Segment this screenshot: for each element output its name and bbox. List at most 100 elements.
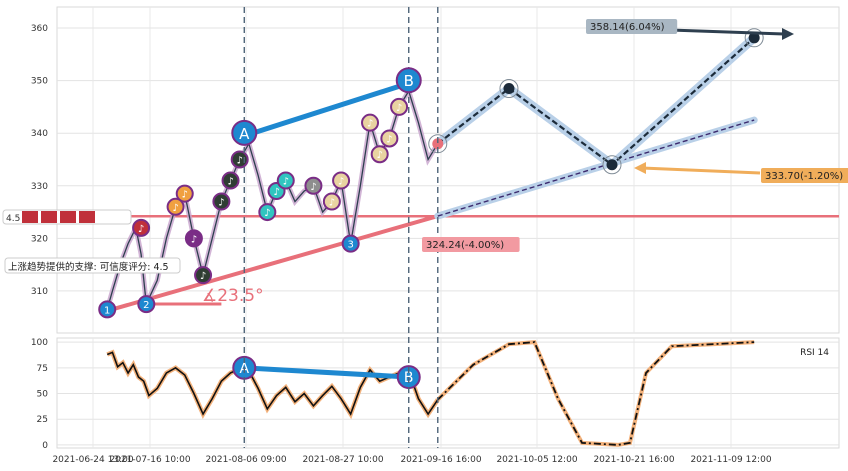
swing-marker-glyph: ♪	[191, 234, 197, 245]
swing-marker-glyph: ♪	[367, 119, 373, 130]
price-tick-label: 310	[31, 287, 48, 297]
rsi-legend: RSI 14	[800, 348, 829, 358]
rsi-tick-label: 25	[37, 415, 48, 425]
price-tick-label: 320	[31, 234, 48, 244]
target-mid-box	[761, 168, 848, 183]
target-low-label: 324.24(-4.00%)	[426, 240, 504, 251]
target-low-box	[422, 237, 520, 252]
support-rating-star	[41, 211, 57, 223]
swing-marker-glyph: ♪	[172, 203, 178, 214]
rsi-projection-line	[437, 341, 755, 446]
x-tick-label: 2021-10-21 16:00	[593, 455, 674, 465]
swing-marker-glyph: ♪	[200, 271, 206, 282]
target-up-arrow	[669, 28, 785, 36]
x-tick-label: 2021-09-16 16:00	[400, 455, 481, 465]
support-rating-star	[60, 211, 76, 223]
swing-marker-glyph: ♪	[264, 208, 270, 219]
swing-marker-glyph: ♪	[396, 103, 402, 114]
swing-number-marker	[341, 234, 360, 253]
support-rating-value: 4.5	[6, 214, 20, 224]
swing-marker-glyph: ♪	[386, 134, 392, 145]
swing-number-label: 2	[143, 300, 149, 311]
swing-marker	[332, 171, 351, 190]
price-ab-line	[243, 80, 410, 139]
swing-marker-glyph: ♪	[329, 198, 335, 209]
price-wave-marker	[231, 119, 258, 146]
target-up-box	[586, 19, 678, 34]
swing-marker-glyph: ♪	[310, 182, 316, 193]
swing-marker	[184, 229, 203, 248]
trend-line	[111, 214, 439, 312]
swing-marker-glyph: ♪	[227, 177, 233, 188]
x-tick-label: 2021-07-16 10:00	[109, 455, 190, 465]
swing-number-label: 3	[347, 240, 353, 251]
x-tick-label: 2021-08-06 09:00	[205, 455, 286, 465]
support-rating-star	[79, 211, 95, 223]
price-tick-label: 330	[31, 182, 48, 192]
price-wave-marker	[395, 67, 422, 94]
swing-marker	[390, 97, 409, 116]
price-wave-label: A	[239, 125, 250, 143]
swing-marker-glyph: ♪	[218, 198, 224, 209]
x-tick-label: 2021-06-24 13:00	[52, 455, 133, 465]
support-text: 上涨趋势提供的支撑: 可信度评分: 4.5	[8, 261, 169, 273]
projection-line	[437, 36, 755, 167]
grid-lines	[57, 7, 839, 448]
swing-marker-glyph: ♪	[182, 190, 188, 201]
rsi-tick-label: 50	[37, 390, 49, 400]
price-tick-label: 340	[31, 129, 48, 139]
swing-marker	[276, 171, 295, 190]
projection-node	[606, 159, 618, 171]
swing-marker	[380, 129, 399, 148]
swing-marker	[212, 192, 231, 211]
projection-node-ring	[744, 28, 764, 48]
swing-marker-glyph: ♪	[237, 155, 243, 166]
projection-node	[748, 32, 760, 44]
price-layer: ♪♪♪♪♪♪♪♪♪ ♪♪♪♪♪♪♪♪♪1 23	[57, 28, 839, 319]
x-tick-label: 2021-11-09 12:00	[690, 455, 771, 465]
projection-node-ring	[602, 155, 622, 175]
x-tick-label: 2021-08-27 10:00	[302, 455, 383, 465]
target-up-arrowhead	[782, 28, 794, 40]
rsi-ab-line	[244, 365, 409, 380]
price-tick-label: 350	[31, 77, 48, 87]
target-mid-arrowhead	[634, 162, 646, 174]
angle-label: ∡23.5°	[202, 286, 264, 306]
support-text-box	[4, 257, 181, 274]
swing-marker-glyph: ♪	[138, 224, 144, 235]
rsi-tick-label: 0	[42, 441, 48, 451]
swing-marker	[221, 171, 240, 190]
price-tick-label: 360	[31, 24, 48, 34]
swing-marker-glyph: ♪	[283, 177, 289, 188]
support-rating-star	[22, 211, 38, 223]
annotation-layer: ∡23.5° A B 358.14(6.04%) 333.70(-1.20%) 324.2…	[2, 7, 848, 448]
swing-marker-glyph: ♪	[273, 187, 279, 198]
swing-marker	[175, 184, 194, 203]
swing-marker	[361, 113, 380, 132]
price-wave-label: B	[404, 72, 414, 90]
swing-marker	[304, 176, 323, 195]
swing-number-label: 1	[104, 305, 110, 316]
swing-marker	[132, 218, 151, 237]
swing-number-marker	[137, 295, 156, 314]
projection-node	[503, 83, 515, 94]
swing-number-marker	[98, 300, 117, 319]
projection-node	[432, 138, 444, 150]
swing-marker	[258, 203, 277, 222]
projection-node-ring	[499, 79, 519, 98]
x-tick-label: 2021-10-05 12:00	[496, 455, 577, 465]
trend-projection-line	[437, 119, 755, 217]
swing-marker	[370, 145, 389, 164]
target-mid-arrow	[641, 166, 761, 175]
swing-marker	[194, 266, 213, 285]
rsi-tick-label: 75	[37, 364, 48, 374]
swing-marker-glyph: ♪	[377, 150, 383, 161]
target-mid-label: 333.70(-1.20%)	[765, 171, 843, 182]
swing-marker	[166, 197, 185, 216]
target-up-label: 358.14(6.04%)	[590, 22, 665, 33]
swing-marker-glyph: ♪	[338, 177, 344, 188]
rsi-tick-label: 100	[31, 338, 48, 348]
swing-marker	[230, 150, 249, 169]
swing-marker	[322, 192, 341, 211]
